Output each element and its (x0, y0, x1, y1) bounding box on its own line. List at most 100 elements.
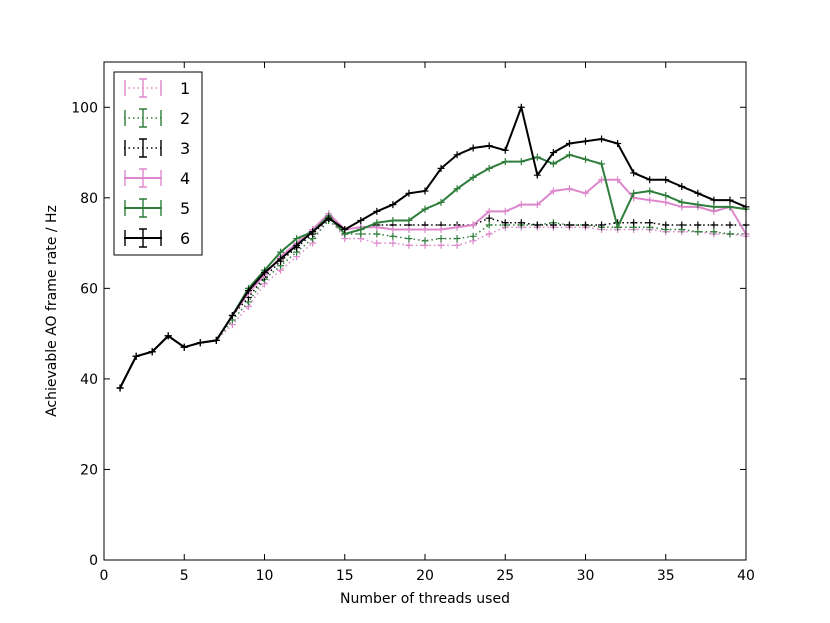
data-point (694, 221, 702, 229)
series-6 (116, 103, 750, 392)
series-5 (116, 151, 750, 392)
data-point (549, 221, 557, 229)
data-point (405, 189, 413, 197)
data-point (662, 176, 670, 184)
data-point (501, 158, 509, 166)
series-line (119, 217, 746, 389)
legend-label: 6 (180, 229, 190, 248)
data-point (437, 164, 445, 172)
data-point (421, 237, 429, 245)
data-point (389, 216, 397, 224)
legend-errorbar (124, 198, 162, 218)
legend: 1 2 3 4 5 6 (113, 71, 203, 256)
data-point (485, 142, 493, 150)
data-point (646, 196, 654, 204)
data-point (614, 176, 622, 184)
data-point (277, 248, 285, 256)
data-point (357, 216, 365, 224)
data-point (517, 103, 525, 111)
data-point (421, 226, 429, 234)
y-tick-label: 40 (80, 372, 98, 388)
x-tick-label: 30 (577, 568, 595, 584)
data-point (469, 221, 477, 229)
data-point (517, 158, 525, 166)
data-point (261, 269, 268, 277)
data-point (405, 226, 413, 234)
data-point (694, 201, 702, 209)
data-point (309, 228, 317, 236)
data-point (549, 149, 557, 157)
data-point (244, 287, 252, 295)
series-1 (116, 212, 750, 392)
series-line (119, 214, 747, 389)
x-tick-label: 25 (496, 568, 514, 584)
data-point (582, 189, 589, 197)
y-tick-label: 0 (89, 553, 98, 569)
data-point (630, 219, 638, 227)
data-point (485, 214, 493, 222)
legend-entry: 2 (124, 108, 190, 128)
legend-errorbar (124, 138, 162, 158)
data-point (469, 232, 477, 240)
data-point (565, 185, 573, 193)
data-point (549, 160, 557, 168)
legend-label: 2 (180, 109, 190, 128)
series-line (119, 153, 747, 389)
data-point (421, 187, 429, 195)
data-point (678, 198, 686, 206)
x-tick-label: 40 (737, 568, 755, 584)
data-point (726, 221, 734, 229)
legend-label: 1 (180, 79, 190, 98)
data-point (373, 230, 381, 238)
data-point (437, 226, 445, 234)
data-point (630, 189, 638, 197)
y-tick-label: 100 (71, 100, 98, 116)
data-point (437, 241, 445, 249)
data-point (357, 226, 365, 234)
data-point (582, 155, 589, 163)
data-point (582, 137, 589, 145)
legend-box (113, 71, 203, 256)
legend-label: 3 (180, 139, 190, 158)
data-point (485, 207, 493, 215)
y-tick-label: 20 (80, 462, 98, 478)
data-point (277, 255, 285, 263)
data-point (469, 173, 477, 181)
data-point (453, 223, 461, 231)
data-point (614, 223, 622, 231)
data-point (662, 221, 670, 229)
data-point (293, 235, 301, 243)
legend-label: 5 (180, 199, 190, 218)
series-line (119, 103, 747, 389)
data-point (501, 146, 509, 154)
data-point (453, 151, 461, 159)
data-point (405, 241, 413, 249)
data-point (517, 201, 525, 209)
data-point (662, 192, 670, 200)
legend-entry: 5 (124, 198, 190, 218)
data-point (485, 221, 493, 229)
data-point (565, 139, 573, 147)
data-point (662, 198, 670, 206)
legend-errorbar (124, 228, 162, 248)
data-point (533, 171, 541, 179)
data-point (373, 219, 381, 227)
data-point (373, 207, 381, 215)
legend-label: 4 (180, 169, 190, 188)
x-tick-label: 0 (100, 568, 109, 584)
data-point (116, 384, 124, 392)
data-point (630, 169, 638, 177)
data-point (694, 228, 702, 236)
data-point (582, 221, 589, 229)
data-point (389, 201, 397, 209)
data-point (212, 336, 220, 344)
data-point (710, 196, 718, 204)
data-point (710, 228, 718, 236)
data-point (469, 144, 477, 152)
data-point (678, 183, 686, 190)
x-tick-label: 10 (256, 568, 274, 584)
data-point (694, 189, 702, 197)
series-2 (116, 216, 750, 392)
data-point (196, 339, 204, 347)
